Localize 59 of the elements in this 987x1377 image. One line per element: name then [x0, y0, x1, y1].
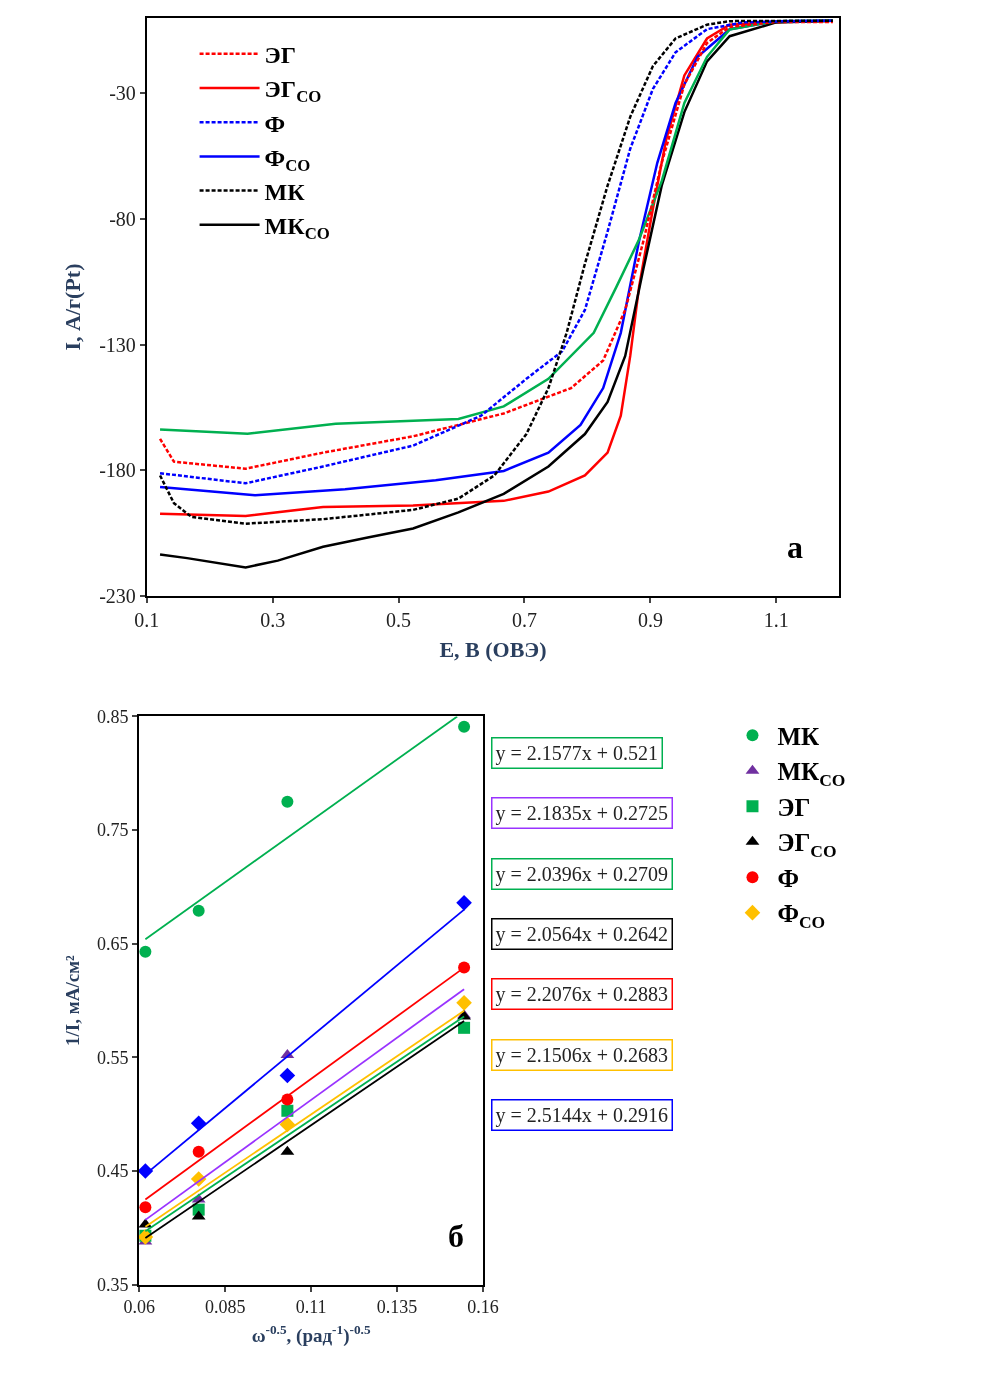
legend-label: МК$_{CO}$	[777, 758, 846, 790]
legend-label: МК$_{CO}$	[264, 213, 330, 244]
point	[456, 895, 472, 911]
text: y = 2.0564x + 0.2642	[495, 922, 669, 946]
y-tick-label: -80	[109, 208, 136, 231]
x-tick-label: 0.7	[511, 608, 537, 631]
x-tick-label: 0.06	[123, 1297, 155, 1318]
y-tick-label: 0.35	[97, 1274, 129, 1295]
x-tick-label: 0.16	[467, 1297, 499, 1318]
x-axis-title: E, В (ОВЭ)	[439, 637, 547, 663]
point	[137, 1163, 154, 1179]
text: y = 2.5144x + 0.2916	[495, 1103, 669, 1127]
legend-label: Ф	[264, 110, 286, 137]
x-tick-label: 0.135	[376, 1297, 418, 1318]
legend-label: ЭГ$_{CO}$	[777, 829, 837, 861]
point	[456, 995, 472, 1011]
point	[192, 904, 205, 917]
legend-label: МК	[777, 722, 820, 750]
text: y = 2.0396x + 0.2709	[495, 862, 669, 886]
x-tick-label: 0.5	[386, 608, 412, 631]
point	[281, 1104, 294, 1117]
y-axis-title: I, А/г(Pt)	[60, 263, 86, 351]
point	[192, 1145, 205, 1158]
x-tick-label: 0.3	[260, 608, 286, 631]
y-tick-label: -130	[99, 333, 136, 356]
text: y = 2.1835x + 0.2725	[495, 801, 669, 825]
y-tick-label: 0.75	[97, 820, 129, 841]
y-axis-title: 1/I, мА/см²	[62, 954, 84, 1046]
text: y = 2.1506x + 0.2683	[495, 1043, 669, 1067]
point	[458, 720, 471, 733]
point	[279, 1067, 296, 1084]
x-tick-label: 1.1	[763, 608, 789, 631]
y-tick-label: -230	[99, 584, 136, 607]
x-tick-label: 0.11	[295, 1297, 327, 1318]
x-tick-label: 0.9	[637, 608, 663, 631]
y-tick-label: 0.85	[97, 706, 129, 727]
text: y = 2.2076x + 0.2883	[495, 982, 669, 1006]
y-tick-label: 0.65	[97, 934, 129, 955]
x-axis-title: ω$^{-0.5}$, (рад$^{-1}$)$^{-0.5}$	[251, 1321, 371, 1347]
y-tick-label: -180	[99, 459, 136, 482]
legend-label: Ф$_{CO}$	[264, 144, 311, 175]
y-tick-label: 0.55	[97, 1047, 129, 1068]
legend-label: ЭГ	[264, 42, 297, 69]
annotation: а	[787, 529, 803, 565]
legend-label: ЭГ	[777, 793, 811, 821]
point	[458, 1021, 471, 1034]
x-tick-label: 0.085	[204, 1297, 246, 1318]
y-tick-label: -30	[109, 82, 136, 105]
annotation: б	[448, 1218, 464, 1254]
legend-label: Ф	[777, 864, 799, 892]
text: y = 2.1577x + 0.521	[495, 741, 659, 765]
point	[139, 1201, 152, 1214]
y-tick-label: 0.45	[97, 1161, 129, 1182]
legend-label: МК	[264, 178, 306, 205]
legend-label: Ф$_{CO}$	[777, 900, 826, 932]
point	[139, 945, 152, 958]
point	[281, 795, 294, 808]
x-tick-label: 0.1	[134, 608, 160, 631]
legend-label: ЭГ$_{CO}$	[264, 76, 322, 107]
